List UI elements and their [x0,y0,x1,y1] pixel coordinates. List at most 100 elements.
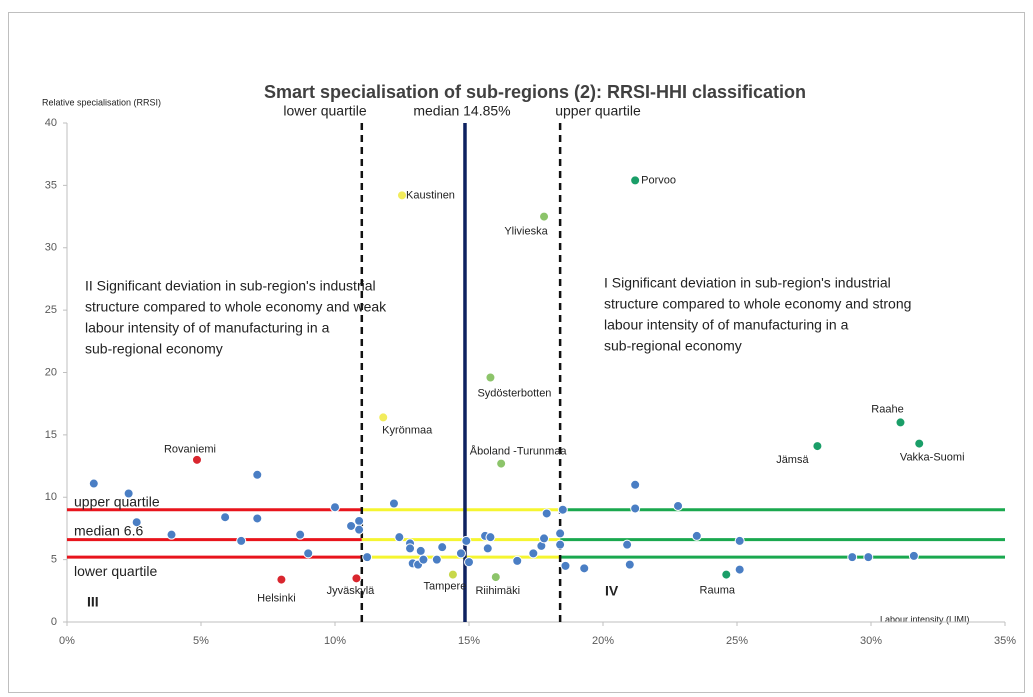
point-label: Jyväskylä [327,585,376,597]
reference-label: lower quartile [283,103,366,119]
point-label: Kyrönmaa [382,424,433,436]
point [166,529,177,540]
x-tick-label: 25% [726,635,748,647]
reference-label: lower quartile [74,563,157,579]
point-label: Tampere [424,581,467,593]
point-label: Raahe [871,403,903,415]
y-tick-label: 15 [45,429,57,441]
point-label: Sydösterbotten [477,387,551,399]
point [560,560,571,571]
point [482,543,493,554]
point [490,572,501,583]
y-tick-label: 20 [45,366,57,378]
quadrant-label: IV [605,583,619,599]
point [303,548,314,559]
point-label: Riihimäki [475,585,520,597]
quadrant-label: labour intensity of of manufacturing in … [604,317,849,333]
point [236,535,247,546]
x-tick-label: 5% [193,635,209,647]
point [397,190,407,201]
point [622,539,633,550]
point [464,557,474,568]
quadrant-label: I Significant deviation in sub-region's … [604,275,891,291]
point-label: Åboland -Turunmaa [470,444,568,457]
point [354,515,365,526]
y-tick-label: 25 [45,304,57,316]
point-label: Rovaniemi [164,444,216,456]
point [555,539,566,550]
point [252,513,263,524]
point [847,552,858,563]
point-label: Jämsä [776,454,809,466]
x-tick-label: 15% [458,635,480,647]
y-tick-label: 35 [45,179,57,191]
quadrant-label: sub-regional economy [85,341,223,357]
point [579,563,590,574]
chart-title: Smart specialisation of sub-regions (2):… [264,82,806,102]
point [528,548,539,559]
point [220,512,231,523]
point [378,412,389,423]
chart-frame [8,12,1025,693]
point [630,175,641,186]
quadrant-label: II Significant deviation in sub-region's… [85,278,376,294]
quadrant-label: sub-regional economy [604,338,742,354]
point-label: Porvoo [641,174,676,186]
point [330,502,340,513]
point [461,535,472,546]
y-tick-label: 30 [45,242,57,254]
point [691,530,702,541]
point [415,545,426,556]
point [295,529,306,540]
point-label: Kaustinen [406,189,455,201]
point [555,528,566,539]
point [354,524,365,535]
point [88,478,99,489]
point [557,504,568,515]
quadrant-label: structure compared to whole economy and … [604,296,911,312]
point [437,542,448,553]
point [431,554,442,565]
point [624,559,635,570]
quadrant-label: III [87,594,99,610]
x-tick-label: 20% [592,635,614,647]
point-label: Rauma [700,585,736,597]
point [252,469,263,480]
point [131,517,142,528]
y-tick-label: 5 [51,554,57,566]
point [123,488,134,499]
point [539,211,550,222]
point [630,503,641,514]
x-tick-label: 35% [994,635,1016,647]
point [191,454,202,465]
point [734,535,745,546]
x-axis-title: Labour intensity (LIMI) [880,614,970,624]
point [485,372,496,383]
point [721,569,732,580]
reference-label: upper quartile [555,103,641,119]
point [346,520,357,531]
reference-label: median 6.6 [74,522,143,538]
point [405,543,416,554]
point [496,458,507,469]
point [673,500,684,511]
point [351,573,362,584]
point-label: Helsinki [257,592,296,604]
y-tick-label: 10 [45,491,57,503]
point [895,417,906,428]
point [539,533,550,544]
point [418,554,429,565]
y-tick-label: 40 [45,117,57,129]
point [394,532,405,543]
point [734,564,745,575]
quadrant-label: structure compared to whole economy and … [85,299,387,315]
point [630,479,641,490]
reference-label: upper quartile [74,493,160,509]
reference-label: median 14.85% [413,103,510,119]
y-tick-label: 0 [51,616,57,628]
point [362,552,373,563]
point [812,441,823,452]
point [276,574,287,585]
x-tick-label: 30% [860,635,882,647]
